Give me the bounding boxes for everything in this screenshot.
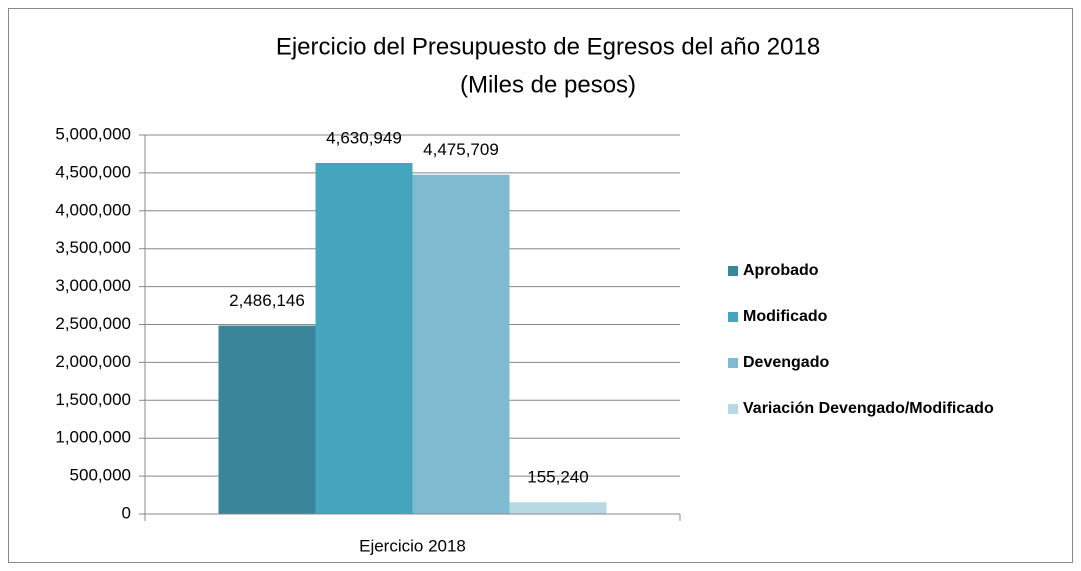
- legend-swatch: [728, 266, 738, 276]
- chart-title: Ejercicio del Presupuesto de Egresos del…: [276, 33, 820, 60]
- y-tick-label: 3,500,000: [55, 238, 131, 257]
- value-label: 155,240: [527, 468, 588, 487]
- y-tick-label: 1,000,000: [55, 428, 131, 447]
- x-tick-label: Ejercicio 2018: [359, 536, 466, 555]
- y-tick-label: 5,000,000: [55, 124, 131, 143]
- y-tick-label: 1,500,000: [55, 390, 131, 409]
- y-tick-label: 3,000,000: [55, 276, 131, 295]
- bar: [412, 174, 510, 514]
- legend-label: Variación Devengado/Modificado: [743, 400, 994, 417]
- y-tick-label: 0: [122, 503, 131, 522]
- value-label: 2,486,146: [229, 291, 305, 310]
- chart-subtitle: (Miles de pesos): [460, 71, 636, 98]
- legend-label: Aprobado: [743, 262, 819, 279]
- y-tick-label: 500,000: [70, 466, 131, 485]
- y-tick-label: 2,500,000: [55, 314, 131, 333]
- legend-swatch: [728, 312, 738, 322]
- bar: [315, 162, 413, 514]
- bar: [218, 325, 316, 514]
- y-tick-label: 4,500,000: [55, 162, 131, 181]
- y-tick-label: 4,000,000: [55, 200, 131, 219]
- legend-swatch: [728, 404, 738, 414]
- legend-label: Devengado: [743, 354, 829, 371]
- legend-label: Modificado: [743, 308, 828, 325]
- y-tick-label: 2,000,000: [55, 352, 131, 371]
- bar: [509, 502, 607, 514]
- value-label: 4,475,709: [423, 140, 499, 159]
- legend-swatch: [728, 358, 738, 368]
- chart-border: [8, 8, 1073, 563]
- value-label: 4,630,949: [326, 128, 402, 147]
